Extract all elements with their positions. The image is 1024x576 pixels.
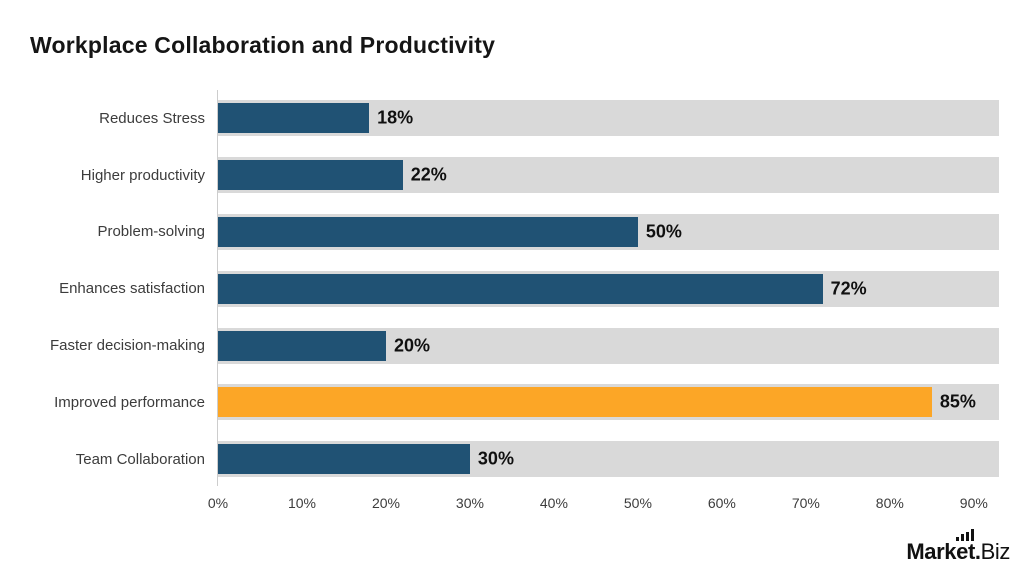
- x-tick-label: 60%: [707, 495, 736, 511]
- chart-row: Reduces Stress 18%: [0, 90, 1024, 147]
- bar-track: 18%: [218, 100, 999, 137]
- bar-track: 20%: [218, 327, 999, 364]
- chart-row: Problem-solving 50%: [0, 204, 1024, 261]
- chart-row: Improved performance 85%: [0, 374, 1024, 431]
- bar-track: 85%: [218, 384, 999, 421]
- bar-highlighted: [218, 387, 932, 418]
- chart-row: Team Collaboration 30%: [0, 431, 1024, 488]
- logo-text-biz: Biz: [980, 539, 1011, 564]
- value-label: 72%: [830, 278, 867, 299]
- value-label: 18%: [377, 107, 414, 128]
- bar-track: 30%: [218, 441, 999, 478]
- chart-row: Faster decision-making 20%: [0, 317, 1024, 374]
- bar-track: 50%: [218, 213, 999, 250]
- value-label: 20%: [393, 335, 430, 356]
- logo-text-dot: .: [974, 539, 981, 564]
- market-biz-logo: Market .Biz: [906, 529, 1011, 565]
- x-tick-label: 0%: [207, 495, 229, 511]
- x-tick-label: 50%: [623, 495, 652, 511]
- x-tick-label: 80%: [875, 495, 904, 511]
- bar-rows: Reduces Stress 18% Higher productivity 22% P…: [0, 90, 1024, 488]
- bar-track: 22%: [218, 157, 999, 194]
- bar: [218, 330, 386, 361]
- x-axis-ticks: 0% 10% 20% 30% 40% 50% 60% 70% 80% 90%: [208, 495, 999, 515]
- bar: [218, 216, 638, 247]
- value-label: 85%: [939, 391, 976, 412]
- category-label: Improved performance: [54, 393, 205, 411]
- chart-title: Workplace Collaboration and Productivity: [30, 32, 496, 58]
- x-tick-label: 70%: [791, 495, 820, 511]
- category-label: Team Collaboration: [75, 450, 205, 468]
- logo-text-mark: Mark: [906, 539, 957, 564]
- bar: [218, 103, 370, 134]
- bar: [218, 273, 823, 304]
- x-tick-label: 10%: [287, 495, 316, 511]
- bar-track: 72%: [218, 270, 999, 307]
- bar: [218, 160, 403, 191]
- bar-chart-icon: [956, 529, 975, 541]
- x-tick-label: 30%: [455, 495, 484, 511]
- category-label: Problem-solving: [97, 223, 205, 241]
- chart-row: Enhances satisfaction 72%: [0, 260, 1024, 317]
- category-label: Higher productivity: [80, 166, 205, 184]
- bar: [218, 444, 470, 475]
- value-label: 30%: [477, 448, 514, 469]
- category-label: Faster decision-making: [49, 337, 205, 355]
- x-tick-label: 90%: [959, 495, 988, 511]
- category-label: Enhances satisfaction: [59, 280, 205, 298]
- value-label: 50%: [645, 221, 682, 242]
- x-tick-label: 40%: [539, 495, 568, 511]
- y-axis-line: [217, 90, 218, 486]
- category-label: Reduces Stress: [99, 109, 205, 127]
- x-tick-label: 20%: [371, 495, 400, 511]
- chart-row: Higher productivity 22%: [0, 147, 1024, 204]
- value-label: 22%: [410, 164, 447, 185]
- logo-text-et: et: [956, 529, 975, 564]
